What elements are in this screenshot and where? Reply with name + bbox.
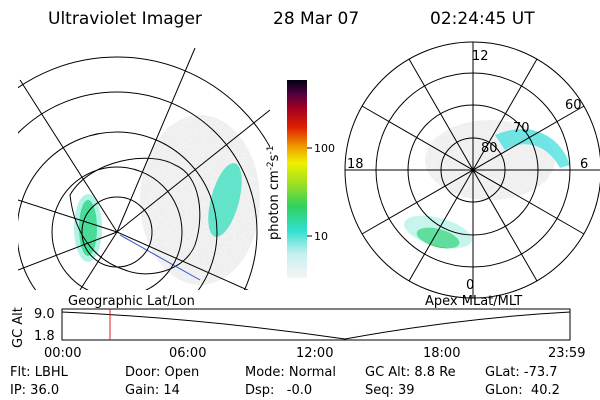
timeline-ytick: 9.0: [34, 307, 55, 322]
status-field: Mode: Normal: [245, 365, 336, 380]
timeline-ytick: 1.8: [34, 329, 55, 344]
date: 28 Mar 07: [273, 9, 359, 29]
time: 02:24:45 UT: [430, 9, 535, 29]
lat-label: 70: [513, 121, 530, 136]
mlt-label: 18: [347, 157, 364, 172]
colorbar-tick: 10: [314, 230, 328, 243]
unit-base: photon cm: [267, 170, 282, 240]
status-field: Gain: 14: [125, 383, 180, 398]
header: Ultraviolet Imager 28 Mar 07 02:24:45 UT: [48, 9, 535, 29]
status-field: GLat: -73.7: [485, 365, 558, 380]
timeline-xtick: 00:00: [44, 346, 81, 361]
unit-exp: -2: [266, 161, 276, 170]
colorbar: 100 10 photon cm-2s-1: [266, 80, 335, 278]
lat-label: 80: [481, 141, 498, 156]
panel-label: Apex MLat/MLT: [425, 294, 522, 309]
timeline-ylabel: GC Alt: [11, 307, 26, 348]
status: Flt: LBHL Door: Open Mode: Normal GC Alt: 8…: [10, 365, 560, 398]
timeline: GC Alt 9.0 1.8 00:00 06:00 12:00 18:00 2…: [11, 307, 585, 361]
mlt-label: 6: [580, 157, 588, 172]
colorbar-unit: photon cm-2s-1: [266, 146, 282, 240]
lat-label: 60: [565, 98, 582, 113]
panel-label: Geographic Lat/Lon: [68, 294, 195, 309]
magnetic-map: 12 18 6 0 60 70 80: [344, 41, 600, 299]
instrument: Ultraviolet Imager: [48, 9, 202, 29]
unit-exp: -1: [266, 146, 276, 155]
status-field: Flt: LBHL: [10, 365, 69, 380]
timeline-xtick: 23:59: [548, 346, 585, 361]
status-field: GC Alt: 8.8 Re: [365, 365, 456, 380]
mlt-label: 12: [472, 49, 489, 64]
status-field: IP: 36.0: [10, 383, 59, 398]
geographic-map: [18, 48, 270, 290]
status-field: GLon: 40.2: [485, 383, 560, 398]
timeline-xtick: 18:00: [423, 346, 460, 361]
unit-mid: s: [267, 154, 282, 161]
mlt-label: 0: [466, 278, 474, 293]
colorbar-tick: 100: [314, 142, 335, 155]
timeline-xtick: 06:00: [169, 346, 206, 361]
status-field: Seq: 39: [365, 383, 415, 398]
status-field: Dsp: -0.0: [245, 383, 312, 398]
status-field: Door: Open: [125, 365, 199, 380]
timeline-xtick: 12:00: [296, 346, 333, 361]
